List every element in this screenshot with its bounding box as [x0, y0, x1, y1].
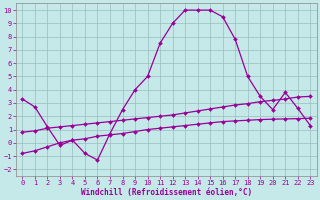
X-axis label: Windchill (Refroidissement éolien,°C): Windchill (Refroidissement éolien,°C)	[81, 188, 252, 197]
